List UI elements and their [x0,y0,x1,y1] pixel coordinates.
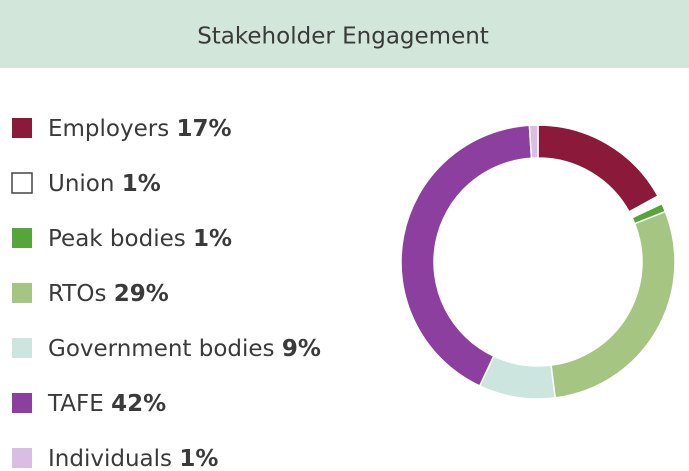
legend-value: 1% [193,226,232,252]
legend-name: Employers [48,116,169,142]
legend-name: RTOs [48,281,106,307]
legend-value: 29% [114,281,169,307]
legend-swatch [12,393,32,413]
legend-swatch [12,448,32,468]
legend-label: Union 1% [48,171,161,197]
legend-value: 42% [111,391,166,417]
legend-name: Peak bodies [48,226,186,252]
legend-label: TAFE 42% [47,391,166,417]
legend-swatch [11,172,33,194]
legend-value: 17% [177,116,232,142]
legend-name: Government bodies [48,336,275,362]
legend-label: Individuals 1% [48,446,218,471]
legend-label: RTOs 29% [48,281,169,307]
legend-name: TAFE [47,391,104,417]
legend-label: Employers 17% [48,116,232,142]
legend-value: 1% [179,446,218,471]
title-bar [0,0,689,68]
legend-swatch [12,283,32,303]
legend-name: Individuals [48,446,172,471]
legend-swatch [12,228,32,248]
legend-swatch [12,118,32,138]
donut-slice [400,124,533,387]
chart-title: Stakeholder Engagement [197,24,489,50]
legend-label: Peak bodies 1% [48,226,232,252]
donut-slice [550,210,676,399]
legend-value: 9% [282,336,321,362]
legend-swatch [12,338,32,358]
donut-slice [528,124,539,160]
donut-slice [537,124,660,213]
legend-value: 1% [122,171,161,197]
legend-name: Union [48,171,114,197]
legend-label: Government bodies 9% [48,336,321,362]
